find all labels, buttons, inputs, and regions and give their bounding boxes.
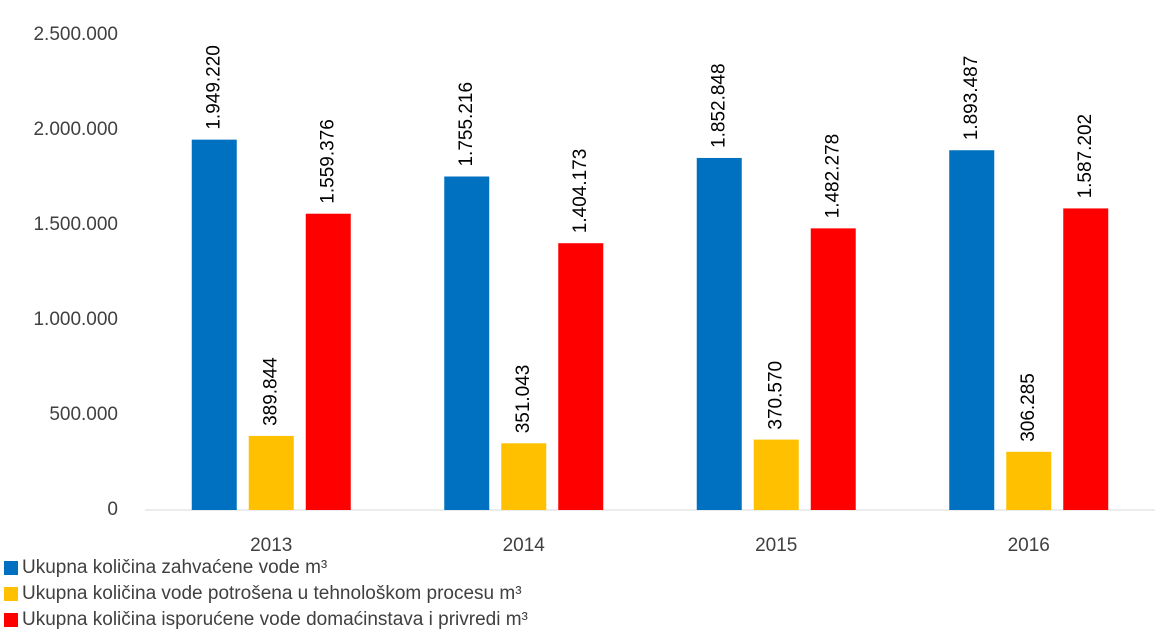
bar [810, 228, 856, 510]
bar [949, 150, 995, 510]
legend-swatch [4, 587, 18, 601]
data-label: 1.755.216 [456, 82, 477, 167]
data-label: 1.852.848 [708, 63, 729, 148]
bar [305, 213, 351, 510]
data-label: 351.043 [513, 365, 534, 434]
data-label: 1.587.202 [1075, 114, 1096, 199]
bar [753, 439, 799, 510]
y-tick-label: 0 [107, 499, 118, 520]
y-tick-label: 500.000 [49, 404, 118, 425]
data-label: 1.893.487 [961, 56, 982, 141]
bar [191, 139, 237, 510]
data-label: 1.949.220 [203, 45, 224, 130]
data-label: 306.285 [1018, 373, 1039, 442]
data-label: 389.844 [260, 357, 281, 426]
data-label: 1.482.278 [822, 134, 843, 219]
data-label: 1.559.376 [317, 119, 338, 204]
data-label: 1.404.173 [570, 149, 591, 234]
y-tick-label: 2.000.000 [33, 119, 118, 140]
x-tick-label: 2016 [1008, 535, 1050, 556]
bar [1006, 451, 1052, 510]
x-tick-label: 2015 [755, 535, 797, 556]
legend-label: Ukupna količina zahvaćene vode m³ [22, 557, 327, 578]
bar [444, 176, 490, 510]
bar [558, 243, 604, 510]
legend-swatch [4, 613, 18, 627]
data-label: 370.570 [765, 361, 786, 430]
y-tick-label: 1.500.000 [33, 214, 118, 235]
y-tick-label: 1.000.000 [33, 309, 118, 330]
y-tick-label: 2.500.000 [33, 24, 118, 45]
legend-label: Ukupna količina vode potrošena u tehnolo… [22, 583, 522, 604]
bar [696, 157, 742, 511]
x-tick-label: 2014 [503, 535, 546, 556]
x-tick-label: 2013 [250, 535, 292, 556]
bar [501, 443, 547, 510]
bar [1063, 208, 1109, 510]
bar [248, 435, 294, 510]
legend-swatch [4, 561, 18, 575]
legend-label: Ukupna količina isporućene vode domaćins… [22, 609, 528, 630]
